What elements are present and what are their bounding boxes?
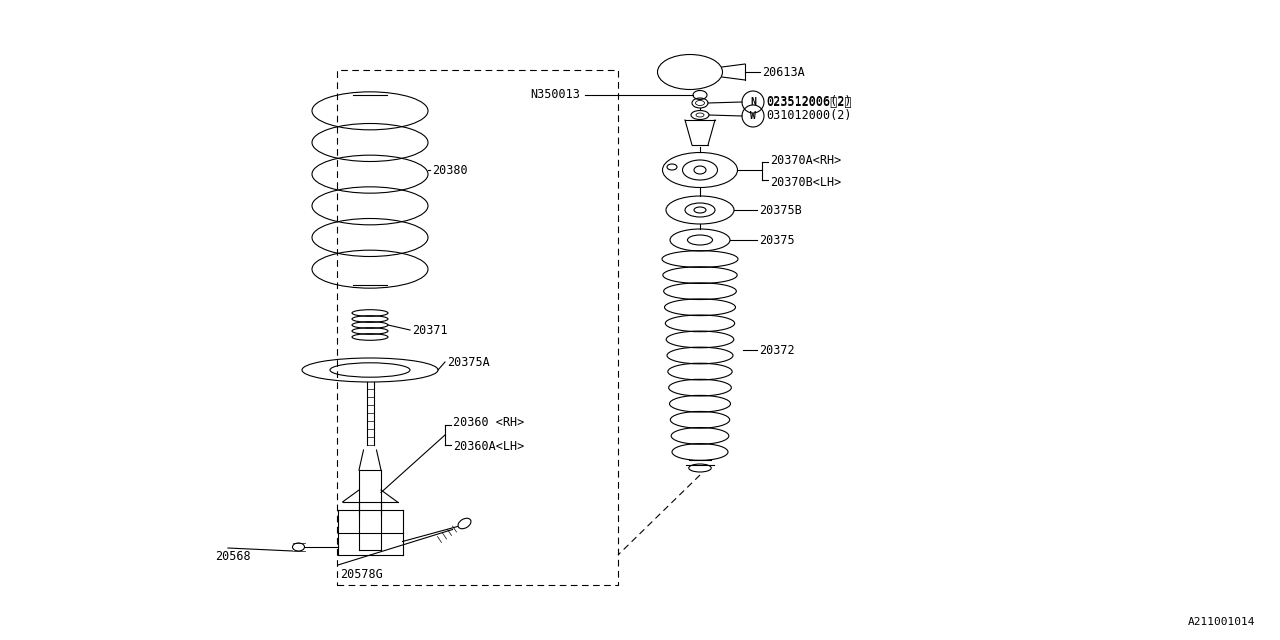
Text: 20372: 20372: [759, 344, 795, 356]
Text: W: W: [750, 111, 756, 121]
Text: 20375A: 20375A: [447, 355, 490, 369]
Text: 20375: 20375: [759, 234, 795, 246]
Text: 20360A<LH>: 20360A<LH>: [453, 440, 525, 454]
Text: 023512006（2）: 023512006（2）: [765, 95, 851, 109]
Text: 20578G: 20578G: [340, 568, 383, 582]
Text: 20360 <RH>: 20360 <RH>: [453, 417, 525, 429]
Text: 20375B: 20375B: [759, 204, 801, 216]
Text: 20370B<LH>: 20370B<LH>: [771, 175, 841, 189]
Text: N350013: N350013: [530, 88, 580, 102]
Text: 20371: 20371: [412, 323, 448, 337]
Text: 031012000(2): 031012000(2): [765, 109, 851, 122]
Text: 20568: 20568: [215, 550, 251, 563]
Text: N: N: [750, 97, 756, 107]
Text: 20370A<RH>: 20370A<RH>: [771, 154, 841, 166]
Text: A211001014: A211001014: [1188, 617, 1254, 627]
Text: 20613A: 20613A: [762, 65, 805, 79]
Text: 023512006(2): 023512006(2): [765, 95, 851, 109]
Text: 20380: 20380: [433, 163, 467, 177]
